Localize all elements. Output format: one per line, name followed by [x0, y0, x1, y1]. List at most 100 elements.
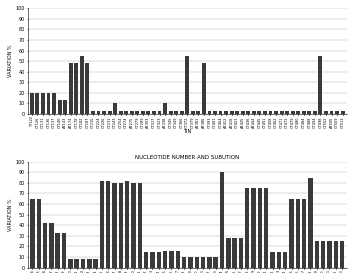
Bar: [302, 199, 306, 268]
Bar: [87, 259, 91, 268]
Bar: [74, 63, 78, 114]
Bar: [241, 111, 245, 114]
Bar: [213, 111, 217, 114]
Bar: [340, 241, 344, 268]
Bar: [289, 199, 294, 268]
Title: NUCLEOTIDE NUMBER AND SUBUTION: NUCLEOTIDE NUMBER AND SUBUTION: [135, 155, 239, 160]
Bar: [125, 181, 130, 268]
Bar: [119, 111, 122, 114]
Bar: [100, 181, 104, 268]
Bar: [330, 111, 334, 114]
Bar: [156, 252, 161, 268]
Bar: [41, 93, 45, 114]
Bar: [258, 188, 262, 268]
Bar: [296, 199, 300, 268]
Bar: [308, 177, 313, 268]
Bar: [201, 257, 205, 268]
Bar: [251, 188, 256, 268]
Bar: [315, 241, 319, 268]
Bar: [341, 111, 344, 114]
Bar: [324, 111, 328, 114]
Bar: [230, 111, 233, 114]
Bar: [226, 238, 231, 268]
Bar: [283, 252, 287, 268]
Bar: [232, 238, 237, 268]
Bar: [75, 259, 79, 268]
Bar: [224, 111, 228, 114]
Bar: [207, 257, 212, 268]
Bar: [220, 172, 224, 268]
Bar: [47, 93, 50, 114]
Bar: [327, 241, 332, 268]
Bar: [63, 100, 67, 114]
Bar: [135, 111, 139, 114]
Bar: [252, 111, 256, 114]
Bar: [268, 111, 272, 114]
Bar: [235, 111, 239, 114]
Bar: [108, 111, 112, 114]
Bar: [93, 259, 98, 268]
Y-axis label: VARIATION %: VARIATION %: [8, 45, 13, 77]
Bar: [270, 252, 275, 268]
Bar: [334, 241, 338, 268]
Bar: [276, 252, 281, 268]
Bar: [131, 183, 136, 268]
Bar: [56, 233, 60, 268]
Bar: [214, 257, 218, 268]
Bar: [152, 111, 156, 114]
Bar: [182, 257, 186, 268]
Bar: [285, 111, 289, 114]
Bar: [30, 93, 34, 114]
Bar: [138, 183, 142, 268]
Bar: [150, 252, 155, 268]
Bar: [85, 63, 89, 114]
Bar: [62, 233, 66, 268]
Bar: [144, 252, 148, 268]
Bar: [69, 63, 73, 114]
Bar: [321, 241, 326, 268]
Bar: [106, 181, 111, 268]
Y-axis label: VARIATION %: VARIATION %: [8, 198, 13, 231]
Bar: [43, 223, 47, 268]
Bar: [30, 199, 35, 268]
Bar: [130, 111, 134, 114]
Bar: [280, 111, 284, 114]
Bar: [191, 111, 195, 114]
Bar: [36, 199, 41, 268]
Bar: [291, 111, 295, 114]
Bar: [208, 111, 211, 114]
Bar: [141, 111, 145, 114]
Bar: [35, 93, 39, 114]
Bar: [302, 111, 306, 114]
Bar: [80, 56, 84, 114]
Bar: [124, 111, 128, 114]
Bar: [307, 111, 311, 114]
Bar: [163, 103, 167, 114]
Bar: [58, 100, 62, 114]
Bar: [185, 56, 189, 114]
Bar: [68, 259, 72, 268]
Bar: [313, 111, 317, 114]
Bar: [81, 259, 85, 268]
Bar: [188, 257, 193, 268]
Bar: [158, 111, 161, 114]
Bar: [119, 183, 123, 268]
Bar: [91, 111, 95, 114]
X-axis label: TIN: TIN: [183, 129, 191, 134]
Bar: [202, 63, 206, 114]
Bar: [245, 188, 250, 268]
Bar: [318, 56, 322, 114]
Bar: [219, 111, 223, 114]
Bar: [180, 111, 184, 114]
Bar: [113, 103, 117, 114]
Bar: [169, 111, 173, 114]
Bar: [112, 183, 117, 268]
Bar: [52, 93, 56, 114]
Bar: [196, 111, 200, 114]
Bar: [258, 111, 261, 114]
Bar: [49, 223, 54, 268]
Bar: [169, 251, 174, 268]
Bar: [97, 111, 100, 114]
Bar: [174, 111, 178, 114]
Bar: [239, 238, 243, 268]
